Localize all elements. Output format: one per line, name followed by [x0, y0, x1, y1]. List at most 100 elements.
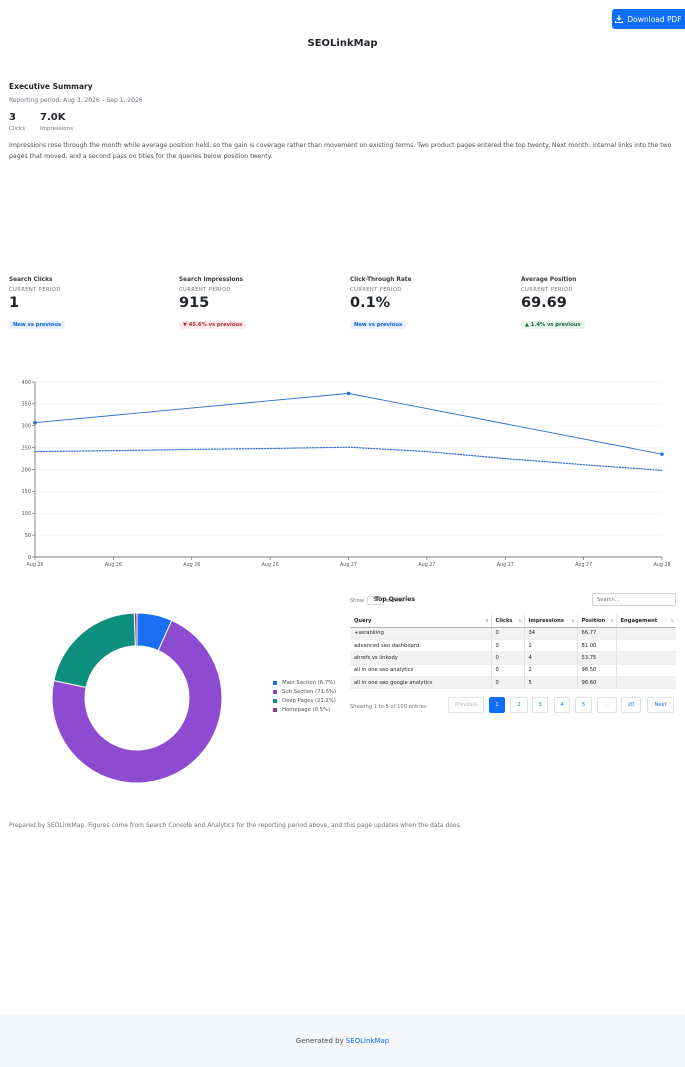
section-donut-chart — [51, 612, 223, 784]
pagination-page-4[interactable]: 4 — [554, 697, 570, 713]
stat-value: 7.0K — [40, 112, 66, 123]
download-icon — [615, 15, 624, 23]
pagination-page-3[interactable]: 3 — [532, 697, 548, 713]
pagination-page-2[interactable]: 2 — [510, 697, 528, 713]
legend-swatch — [273, 698, 277, 703]
stat-impressions: 7.0K Impressions — [40, 112, 73, 132]
pagination-page-5[interactable]: 5 — [575, 697, 592, 713]
sort-icon: ⇅ — [670, 618, 674, 623]
cell-engagement — [616, 639, 676, 653]
table-row: ahrefs vs linkody 0 4 53.75 — [350, 651, 676, 665]
kpi-subtitle: CURRENT PERIOD — [521, 287, 573, 293]
legend-item: Main Section (6.7%) — [273, 678, 336, 687]
cell-impressions: 5 — [524, 676, 578, 690]
cell-query: ahrefs vs linkody — [350, 651, 492, 665]
legend-item: Homepage (0.5%) — [273, 705, 336, 714]
performance-line-chart: 0 50 100 150 200 250 300 350 400 Aug 26 Aug 26 Aug … — [21, 380, 671, 568]
cell-engagement — [616, 651, 676, 665]
kpi-subtitle: CURRENT PERIOD — [350, 287, 402, 293]
series-line-2 — [34, 446, 663, 471]
data-point — [33, 420, 37, 425]
kpi-title: Average Position — [521, 277, 577, 283]
kpi-title: Search Clicks — [9, 277, 53, 283]
cell-impressions: 2 — [524, 639, 578, 653]
table-row: all in one seo google analytics 0 5 96.6… — [350, 676, 676, 690]
legend-item: Sub Section (71.5%) — [273, 687, 336, 696]
footer-prefix: Generated by — [295, 1036, 344, 1045]
cell-query: +seranking — [350, 627, 492, 640]
y-tick-label: 200 — [21, 467, 31, 473]
legend-swatch — [273, 680, 277, 685]
column-header-clicks[interactable]: Clicks ⇅ — [491, 615, 525, 628]
legend-label: Sub Section (71.5%) — [282, 688, 337, 695]
prepared-note: Prepared by SEOLinkMap. Figures come fro… — [9, 822, 462, 829]
kpi-value: 69.69 — [521, 295, 567, 311]
sort-icon: ⇅ — [610, 618, 614, 623]
cell-clicks: 0 — [491, 664, 525, 678]
column-header-position[interactable]: Position ⇅ — [577, 615, 617, 628]
cell-position: 96.60 — [577, 676, 617, 690]
legend-swatch — [273, 689, 277, 694]
kpi-value: 915 — [179, 295, 210, 311]
kpi-value: 0.1% — [350, 295, 391, 311]
legend-swatch — [273, 707, 277, 712]
table-row: all in one seo analytics 0 2 98.50 — [350, 664, 676, 678]
table-row: +seranking 0 34 66.77 — [350, 627, 676, 640]
footer-link[interactable]: SEOLinkMap — [345, 1036, 390, 1045]
cell-position: 66.77 — [577, 627, 617, 640]
data-point — [660, 452, 664, 456]
cell-query: all in one seo analytics — [350, 664, 492, 678]
cell-clicks: 0 — [491, 651, 525, 665]
page-length-select[interactable]: 5 — [367, 596, 383, 605]
top-queries-table: Query ▼ Clicks ⇅ Impressions ⇅ Position ⇅ En… — [350, 615, 676, 690]
y-tick-label: 100 — [21, 511, 31, 517]
kpi-subtitle: CURRENT PERIOD — [9, 287, 61, 293]
x-tick-label: Aug 26 — [262, 562, 279, 568]
stat-clicks: 3 Clicks — [9, 112, 25, 132]
donut-slice — [133, 612, 138, 647]
kpi-average-position: Average Position CURRENT PERIOD 69.69 ▲ … — [521, 277, 681, 330]
kpi-subtitle: CURRENT PERIOD — [179, 287, 231, 293]
table-search-input[interactable] — [592, 593, 676, 606]
sort-icon: ⇅ — [518, 618, 522, 623]
legend-item: Deep Pages (21.2%) — [273, 696, 336, 705]
x-tick-label: Aug 27 — [575, 562, 592, 568]
cell-position: 53.75 — [577, 651, 617, 665]
kpi-badge: New vs previous — [9, 321, 66, 329]
stat-value: 3 — [9, 112, 16, 123]
show-label: Show — [350, 597, 364, 604]
y-tick-label: 250 — [21, 445, 31, 451]
pagination-next[interactable]: Next — [647, 697, 674, 713]
cell-impressions: 2 — [524, 664, 578, 678]
cell-engagement — [616, 664, 676, 678]
x-tick-label: Aug 26 — [105, 562, 122, 568]
download-pdf-button[interactable]: Download PDF — [612, 9, 685, 29]
sort-icon: ▼ — [485, 618, 489, 623]
pagination-page-1[interactable]: 1 — [489, 697, 505, 713]
x-tick-label: Aug 28 — [654, 562, 671, 568]
y-tick-label: 400 — [21, 380, 31, 386]
reporting-period: Reporting period: Aug 3, 2026 – Sep 1, 2… — [9, 97, 143, 104]
pagination-previous[interactable]: Previous — [448, 697, 484, 713]
x-tick-label: Aug 27 — [418, 562, 435, 568]
stat-label: Impressions — [40, 126, 73, 132]
kpi-search-clicks: Search Clicks CURRENT PERIOD 1 New vs pr… — [9, 277, 169, 330]
x-tick-label: Aug 27 — [497, 562, 514, 568]
pagination-ellipsis: … — [597, 697, 617, 713]
table-title: Top Queries — [375, 596, 415, 603]
column-header-query[interactable]: Query ▼ — [350, 615, 492, 628]
kpi-badge: ▼ 45.6% vs previous — [179, 321, 247, 329]
entries-label: entries — [386, 597, 404, 604]
cell-engagement — [616, 676, 676, 690]
x-tick-label: Aug 26 — [183, 562, 200, 568]
table-header-row: Query ▼ Clicks ⇅ Impressions ⇅ Position ⇅ En… — [350, 615, 676, 628]
page-title: SEOLinkMap — [307, 38, 378, 49]
executive-summary-title: Executive Summary — [9, 82, 93, 91]
kpi-title: Click-Through Rate — [350, 277, 412, 283]
column-header-impressions[interactable]: Impressions ⇅ — [524, 615, 578, 628]
column-header-engagement[interactable]: Engagement ⇅ — [616, 615, 676, 628]
kpi-search-impressions: Search Impressions CURRENT PERIOD 915 ▼ … — [179, 277, 339, 330]
pagination-page-20[interactable]: 20 — [621, 697, 641, 713]
kpi-click-through-rate: Click-Through Rate CURRENT PERIOD 0.1% N… — [350, 277, 510, 330]
cell-impressions: 4 — [524, 651, 578, 665]
